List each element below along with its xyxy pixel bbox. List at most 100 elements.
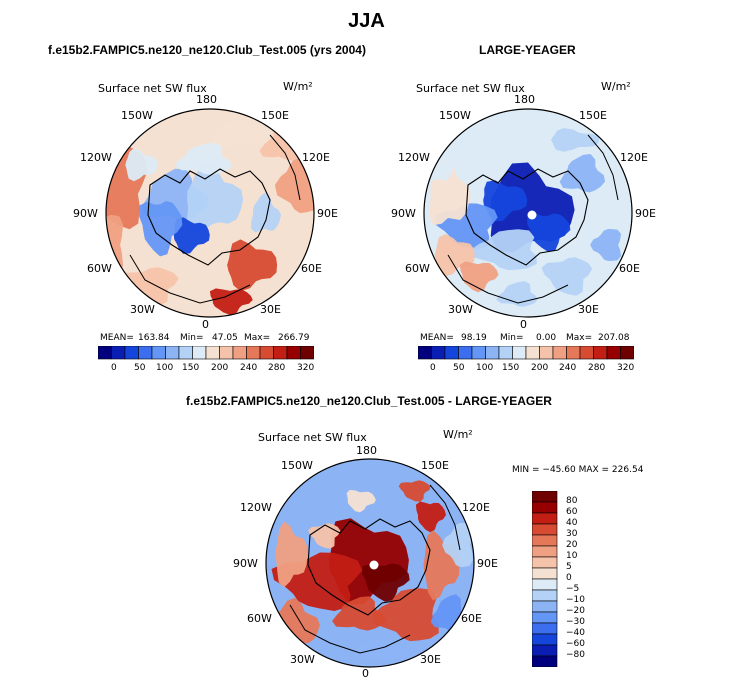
colorbar-box (471, 346, 486, 360)
panel1-mean-label: MEAN= (100, 333, 134, 343)
colorbar-box (532, 644, 558, 657)
panel2-lon-label-30e: 30E (578, 303, 599, 316)
panel2-colorbar (418, 346, 634, 360)
panel2-colorbar-tick: 320 (617, 363, 635, 373)
panel1-colorbar (98, 346, 314, 360)
panel1-min-value: 47.05 (212, 333, 238, 343)
figure-title: JJA (348, 10, 385, 32)
field-patch (442, 523, 474, 567)
colorbar-box (532, 655, 558, 667)
panel3-title: f.e15b2.FAMPIC5.ne120_ne120.Club_Test.00… (186, 394, 552, 408)
colorbar-box (205, 346, 220, 360)
colorbar-box (525, 346, 540, 360)
colorbar-box (532, 491, 558, 503)
panel1-colorbar-tick: 200 (211, 363, 229, 373)
pole-hole (527, 210, 537, 220)
panel3-lon-label-120e: 120E (462, 501, 490, 514)
panel2-lon-label-30w: 30W (448, 303, 473, 316)
panel3-variable-label: Surface net SW flux (258, 431, 367, 444)
panel3-lon-label-90w: 90W (233, 557, 258, 570)
panel2-min-value: 0.00 (536, 333, 557, 343)
field-patch (125, 148, 158, 182)
panel3-colorbar-tick: 40 (566, 518, 578, 528)
panel3-min-max: MIN = −45.60 MAX = 226.54 (512, 465, 644, 475)
panel1-colorbar-tick: 280 (268, 363, 286, 373)
panel1-lon-label-0: 0 (202, 318, 209, 331)
coastline (307, 518, 431, 616)
field-patch (332, 596, 387, 631)
panel2-lon-label-120w: 120W (398, 151, 430, 164)
field-patch (187, 164, 244, 232)
field-patch (250, 192, 281, 233)
panel2-lon-label-60w: 60W (405, 262, 430, 275)
field-layer (106, 109, 314, 317)
panel2-mean-value: 98.19 (461, 333, 487, 343)
colorbar-box (178, 346, 193, 360)
panel3-lon-label-150e: 150E (421, 459, 449, 472)
panel2-colorbar-tick: 50 (453, 363, 465, 373)
colorbar-box (124, 346, 139, 360)
map-border (265, 458, 475, 668)
panel1-lon-label-60w: 60W (87, 262, 112, 275)
panel1-map (105, 108, 315, 318)
colorbar-box (532, 534, 558, 547)
panel2-title: LARGE-YEAGER (479, 43, 576, 57)
field-patch (275, 521, 308, 588)
panel1-colorbar-tick: 150 (182, 363, 200, 373)
colorbar-box (532, 611, 558, 624)
colorbar-box (498, 346, 513, 360)
field-patch (346, 489, 376, 513)
panel2-colorbar-tick: 240 (559, 363, 577, 373)
panel3-lon-label-120w: 120W (240, 501, 272, 514)
panel3-colorbar-tick: −5 (566, 584, 580, 594)
field-patch (211, 120, 274, 148)
map-border (423, 108, 633, 318)
panel3-colorbar-tick: 80 (566, 496, 578, 506)
panel1-mean-value: 163.84 (138, 333, 170, 343)
panel2-lon-label-180: 180 (514, 93, 535, 106)
colorbar-box (286, 346, 301, 360)
panel3-colorbar-tick: 30 (566, 529, 578, 539)
panel1-lon-label-120w: 120W (80, 151, 112, 164)
colorbar-box (532, 600, 558, 613)
panel1-lon-label-180: 180 (196, 93, 217, 106)
colorbar-box (151, 346, 166, 360)
colorbar-box (300, 346, 314, 360)
panel1-lon-label-90e: 90E (317, 207, 338, 220)
panel3-lon-label-0: 0 (362, 667, 369, 680)
colorbar-box (532, 501, 558, 514)
colorbar-box (98, 346, 112, 360)
panel1-lon-label-30e: 30E (260, 303, 281, 316)
panel3-map (265, 458, 475, 668)
panel3-colorbar-tick: −20 (566, 606, 585, 616)
panel3-lon-label-30w: 30W (290, 653, 315, 666)
colorbar-box (532, 512, 558, 525)
panel1-colorbar-tick: 50 (134, 363, 146, 373)
panel2-lon-label-90e: 90E (635, 207, 656, 220)
panel1-colorbar-tick: 320 (297, 363, 315, 373)
panel3-lon-label-180: 180 (356, 444, 377, 457)
panel2-max-label: Max= (566, 333, 593, 343)
field-patch (372, 588, 439, 642)
colorbar-box (232, 346, 247, 360)
field-patch (415, 501, 446, 533)
panel1-colorbar-tick: 240 (240, 363, 258, 373)
panel1-colorbar-tick: 0 (111, 363, 117, 373)
panel1-lon-label-90w: 90W (73, 207, 98, 220)
colorbar-box (219, 346, 234, 360)
panel3-lon-label-60w: 60W (247, 612, 272, 625)
panel3-lon-label-60e: 60E (461, 612, 482, 625)
colorbar-box (620, 346, 634, 360)
panel2-lon-label-120e: 120E (620, 151, 648, 164)
panel1-colorbar-tick: 100 (156, 363, 174, 373)
field-patch (362, 563, 410, 602)
colorbar-box (259, 346, 274, 360)
panel3-colorbar-tick: −80 (566, 650, 585, 660)
map-border (105, 108, 315, 318)
panel2-variable-label: Surface net SW flux (416, 82, 525, 95)
field-patch (551, 128, 599, 152)
panel1-max-value: 266.79 (278, 333, 310, 343)
coastline (129, 254, 251, 304)
panel2-mean-label: MEAN= (420, 333, 454, 343)
panel2-max-value: 207.08 (598, 333, 630, 343)
